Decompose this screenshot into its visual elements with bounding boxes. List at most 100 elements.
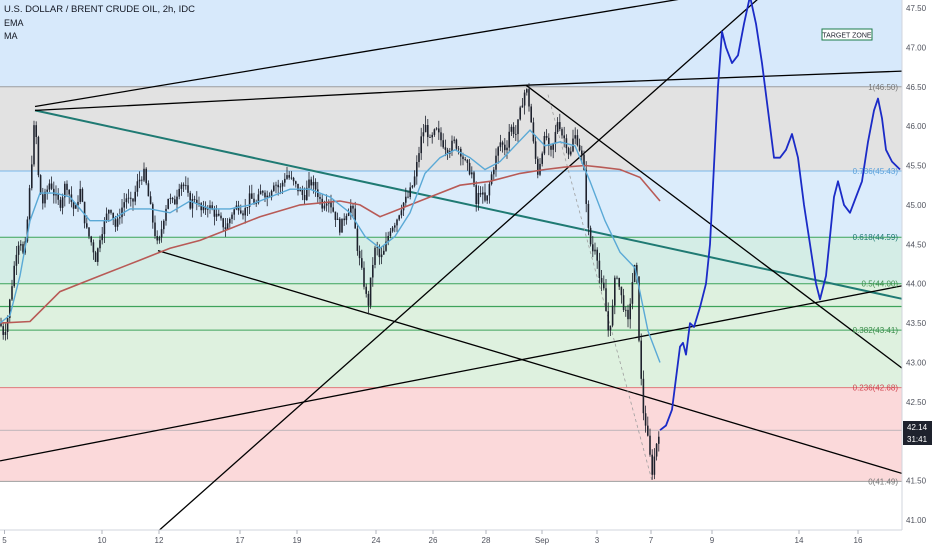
fib-bands [0, 0, 902, 482]
candle-body [26, 219, 29, 242]
candle-body [57, 194, 59, 200]
candle-body [614, 277, 616, 306]
candle-body [13, 265, 15, 287]
trend-line [152, 0, 758, 537]
candle-body [515, 133, 517, 135]
candle-body [226, 223, 229, 230]
candle-body [253, 198, 255, 205]
candle-body [517, 119, 519, 135]
time-tick-label: 7 [649, 536, 654, 545]
candle-body [418, 153, 420, 163]
time-tick-label: Sep [535, 536, 550, 545]
candle-body [345, 215, 348, 221]
candle-body [376, 247, 378, 248]
time-tick-label: 17 [236, 536, 245, 545]
candle-body [174, 199, 176, 205]
candle-body [145, 168, 147, 184]
candle-body [631, 282, 634, 304]
countdown-tag: 31:41 [903, 433, 932, 445]
time-axis-background [0, 530, 932, 550]
candle-body [92, 242, 95, 253]
candle-body [119, 217, 121, 219]
candle-body [193, 199, 196, 200]
price-axis-background [902, 0, 932, 530]
candle-body [303, 194, 306, 201]
price-tick-label: 43.00 [906, 358, 927, 367]
candle-body [240, 210, 242, 214]
time-tick-label: 5 [2, 536, 7, 545]
fib-band [0, 387, 902, 482]
candle-body [6, 318, 9, 332]
candle-body [422, 132, 425, 137]
target-zone-box[interactable]: TARGET ZONE [821, 28, 873, 41]
candle-body [39, 175, 42, 195]
candle-body [182, 184, 185, 187]
target-zone-label: TARGET ZONE [822, 33, 871, 40]
candle-body [486, 195, 488, 201]
candle-body [176, 196, 178, 205]
candle-body [105, 213, 108, 221]
time-tick-label: 24 [372, 536, 381, 545]
time-tick-label: 14 [795, 536, 804, 545]
candle-body [77, 201, 79, 206]
candle-body [655, 443, 658, 457]
candle-body [152, 204, 154, 223]
candle-body [83, 201, 86, 224]
candle-body [220, 215, 222, 219]
candle-body [453, 139, 455, 141]
candle-body [519, 107, 521, 120]
candle-body [187, 185, 189, 193]
candle-body [400, 210, 403, 216]
trend-line [34, 109, 906, 301]
candle-body [224, 227, 227, 230]
projection-line [659, 0, 901, 431]
price-tick-label: 41.50 [906, 477, 927, 486]
ma-legend[interactable]: MA [4, 31, 18, 41]
candle-body [165, 208, 167, 221]
candle-body [640, 340, 642, 379]
time-tick-label: 16 [854, 536, 863, 545]
candle-body [642, 378, 645, 414]
candle-body [609, 325, 612, 331]
candle-body [301, 189, 304, 195]
candle-body [259, 191, 262, 195]
candle-body [429, 137, 431, 138]
candle-body [242, 213, 244, 216]
time-axis: 5 10 12 17 19 24 26 28 Sep 3 7 9 14 16 [2, 530, 863, 545]
candle-body [457, 148, 460, 150]
candle-body [75, 205, 77, 209]
candle-body [112, 212, 114, 220]
trend-lines[interactable] [0, 0, 906, 537]
candle-body [530, 106, 532, 123]
trend-line [0, 284, 906, 462]
chart-title: U.S. DOLLAR / BRENT CRUDE OIL, 2h, IDC [4, 4, 195, 15]
candle-body [306, 187, 308, 201]
candle-body [350, 205, 352, 214]
candle-body [108, 210, 110, 214]
candle-body [372, 264, 374, 278]
candle-body [103, 220, 106, 235]
candle-body [127, 197, 130, 199]
candle-body [86, 223, 88, 228]
candle-body [528, 89, 530, 107]
candle-body [627, 309, 629, 320]
candle-body [603, 282, 605, 289]
ema-legend[interactable]: EMA [4, 18, 24, 28]
candle-body [310, 179, 312, 186]
candle-body [473, 172, 475, 186]
candle-body [552, 143, 554, 150]
candle-body [42, 194, 44, 204]
candle-body [11, 286, 13, 300]
candle-body [433, 129, 436, 135]
candle-body [605, 288, 607, 312]
candle-body [554, 131, 557, 144]
fib-level-label: 0.618(44.59) [853, 233, 899, 242]
candle-body [33, 125, 35, 165]
candle-body [279, 186, 282, 188]
current-price-label: 42.14 [907, 423, 928, 432]
candle-body [589, 227, 592, 245]
candle-body [90, 236, 92, 243]
candle-body [446, 149, 449, 154]
